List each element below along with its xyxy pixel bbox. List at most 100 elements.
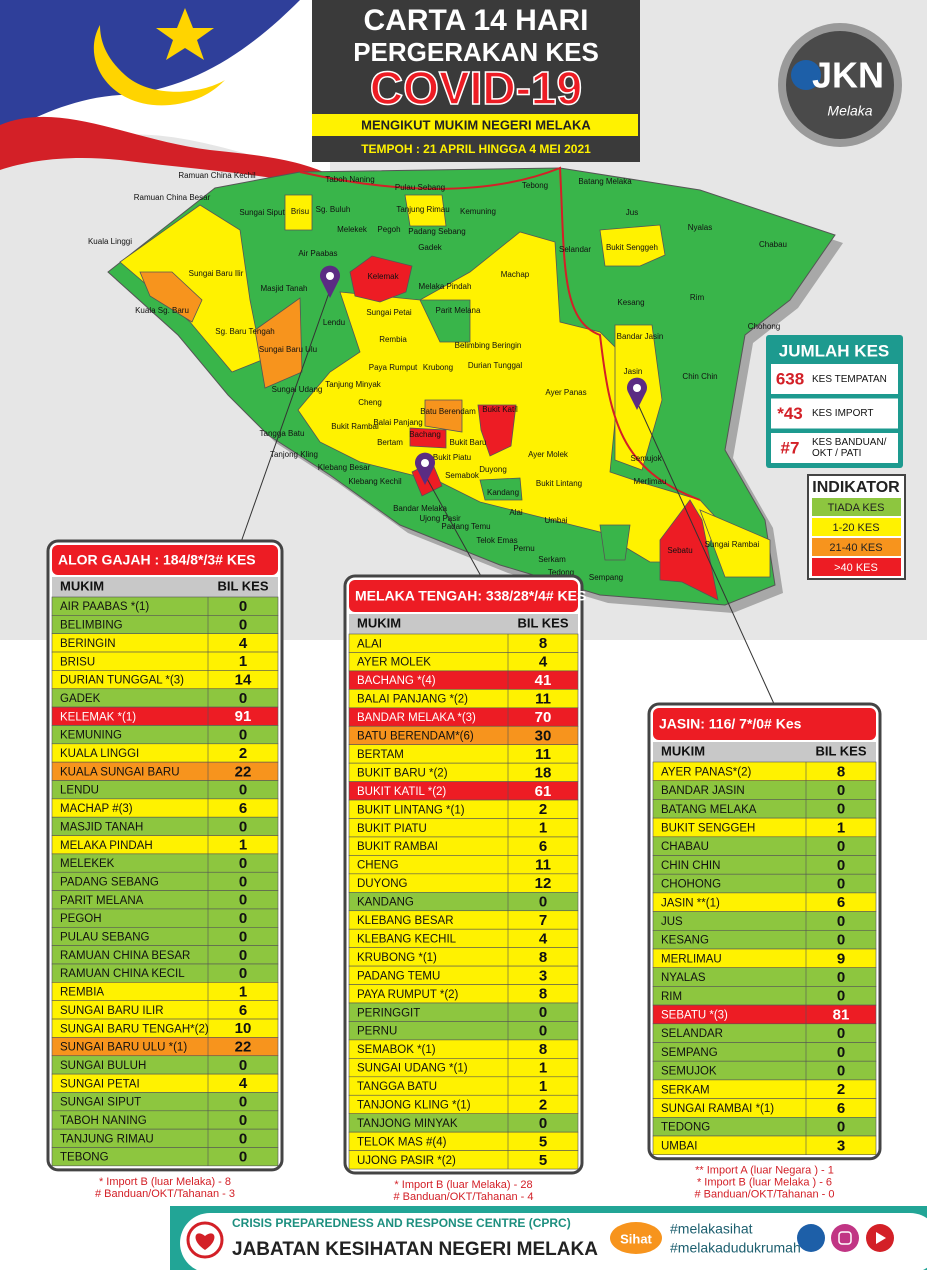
case-count: 61 [535,783,552,800]
map-label: Batang Melaka [578,177,632,186]
map-label: Bandar Melaka [393,504,447,513]
case-count: 0 [239,598,247,615]
mukim: MELAKA PINDAH [60,840,153,852]
map-label: Sungai Baru Ilir [189,269,244,278]
mukim: KANDANG [357,897,414,909]
map-label: Melaka Pindah [419,282,472,291]
summary-label-box: KES BANDUAN/ OKT / PATI [812,437,886,459]
map-label: Kuala Linggi [88,237,132,246]
mukim: KEMUNING [60,730,122,742]
header-line2: PERGERAKAN KES [353,37,599,67]
indicator-items: TIADA KES 1-20 KES 21-40 KES >40 KES [812,498,901,576]
map-label: Padang Temu [441,522,490,531]
map-label: Semabok [445,471,480,480]
mukim: SUNGAI BARU TENGAH*(2) [60,1023,209,1035]
map-label: Rim [690,293,705,302]
case-count: 0 [837,913,845,930]
case-count: 6 [837,1100,845,1117]
case-count: 1 [239,983,247,1000]
instagram-icon[interactable] [831,1224,859,1252]
footer-heart [195,1233,215,1250]
mukim: BUKIT RAMBAI [357,841,438,853]
case-count: 0 [239,727,247,744]
mukim: BUKIT LINTANG *(1) [357,804,465,816]
case-count: 0 [239,818,247,835]
mukim: PARIT MELANA [60,895,144,907]
column-header: BIL KES [815,743,866,758]
mukim: SEMABOK *(1) [357,1044,436,1056]
case-count: 91 [235,708,252,725]
summary-box [771,398,898,429]
case-count: 2 [539,1096,547,1113]
map-label: Tanjung Rimau [396,205,449,214]
map-label: Kesang [617,298,644,307]
map-label: Pernu [513,544,534,553]
header-line1: CARTA 14 HARI [363,4,588,37]
map-label: Bukit Rambai [331,422,379,431]
crescent [93,25,225,106]
badge-bg [610,1222,662,1254]
case-count: 9 [837,950,845,967]
mukim: PADANG TEMU [357,970,440,982]
map-label: Sungai Rambai [705,540,760,549]
region [404,194,447,227]
table-title-bg [653,708,876,740]
summary-box [771,433,898,463]
column-header: BIL KES [217,578,268,593]
summary-label-box: KES IMPORT [812,408,874,419]
mukim: RAMUAN CHINA KECIL [60,968,185,980]
mukim: SEMUJOK [661,1066,717,1078]
map-label: Bandar Jasin [617,332,664,341]
region [409,427,447,449]
indicator-label: 1-20 KES [832,522,879,534]
mukim: PULAU SEBANG [60,932,150,944]
case-count: 81 [833,1006,850,1023]
case-count: 0 [239,616,247,633]
table-title-bg [349,580,578,612]
mukim: DURIAN TUNGGAL *(3) [60,675,184,687]
case-count: 0 [239,910,247,927]
case-count: 1 [539,1078,547,1095]
mukim: SEBATU *(3) [661,1009,728,1021]
mukim: BACHANG *(4) [357,675,436,687]
case-count: 30 [535,727,552,744]
map-label: Nyalas [688,223,712,232]
case-count: 0 [239,892,247,909]
map-label: Rembia [379,335,407,344]
table-note: # Banduan/OKT/Tahanan - 4 [393,1191,533,1203]
mukim: BERINGIN [60,638,116,650]
mukim: PERINGGIT [357,1007,420,1019]
table-title: ALOR GAJAH : 184/8*/3# KES [58,552,256,568]
case-count: 0 [837,1025,845,1042]
footer-inset [180,1213,927,1270]
map-label: Bukit Senggeh [606,243,658,252]
mukim: CHOHONG [661,879,721,891]
mukim: SUNGAI SIPUT [60,1097,141,1109]
mukim: REMBIA [60,987,104,999]
mukim: CHIN CHIN [661,860,720,872]
case-count: 8 [539,949,547,966]
facebook-icon[interactable] [797,1224,825,1252]
case-count: 22 [235,1039,252,1056]
mukim: MACHAP #(3) [60,803,133,815]
case-count: 1 [837,819,845,836]
mukim: RIM [661,991,682,1003]
map-label: Balai Panjang [373,418,422,427]
table-title: JASIN: 116/ 7*/0# Kes [659,716,802,732]
mukim: JASIN **(1) [661,897,720,909]
table-note: * Import B (luar Melaka) - 8 [99,1176,231,1188]
mukim: MELEKEK [60,858,115,870]
mukim: BUKIT PIATU [357,823,427,835]
region [139,271,203,323]
case-count: 3 [539,967,547,984]
table-note: # Banduan/OKT/Tahanan - 3 [95,1188,235,1200]
map-label: Ujong Pasir [419,514,461,523]
mukim: UMBAI [661,1140,697,1152]
case-count: 2 [837,1081,845,1098]
mukim: SUNGAI UDANG *(1) [357,1063,468,1075]
pin [627,377,647,410]
region [254,297,303,389]
table-header-bg [653,742,876,762]
mukim: RAMUAN CHINA BESAR [60,950,190,962]
case-count: 2 [239,745,247,762]
